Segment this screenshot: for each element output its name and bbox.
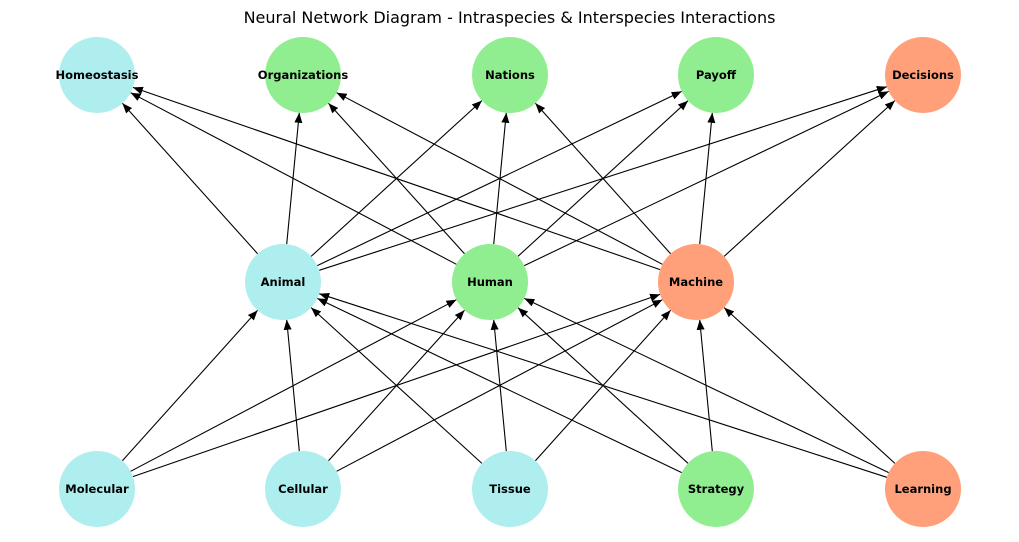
node-homeostasis: Homeostasis [56, 37, 139, 113]
node-circle-tissue [472, 451, 548, 527]
node-circle-strategy [678, 451, 754, 527]
node-label-organizations: Organizations [258, 68, 349, 82]
node-label-learning: Learning [894, 482, 951, 496]
node-decisions: Decisions [885, 37, 961, 113]
node-circle-human [452, 244, 528, 320]
node-circle-decisions [885, 37, 961, 113]
node-cellular: Cellular [265, 451, 341, 527]
edge-molecular-to-animal [121, 309, 259, 462]
edge-strategy-to-animal [317, 297, 682, 474]
edge-machine-to-payoff [699, 112, 716, 245]
node-label-payoff: Payoff [696, 68, 737, 82]
node-label-homeostasis: Homeostasis [56, 68, 139, 82]
edge-machine-to-nations [534, 102, 672, 255]
node-human: Human [452, 244, 528, 320]
node-circle-payoff [678, 37, 754, 113]
edge-machine-to-decisions [723, 100, 896, 257]
node-label-cellular: Cellular [278, 482, 328, 496]
node-strategy: Strategy [678, 451, 754, 527]
node-circle-homeostasis [59, 37, 135, 113]
node-label-human: Human [467, 275, 513, 289]
edge-learning-to-human [524, 297, 889, 474]
node-animal: Animal [245, 244, 321, 320]
node-circle-machine [658, 244, 734, 320]
edge-learning-to-animal [319, 292, 887, 478]
edge-machine-to-homeostasis [132, 86, 661, 271]
edge-tissue-to-animal [310, 307, 483, 464]
edge-machine-to-organizations [336, 92, 663, 265]
node-organizations: Organizations [258, 37, 349, 113]
node-label-machine: Machine [669, 275, 723, 289]
node-circle-molecular [59, 451, 135, 527]
node-label-nations: Nations [485, 68, 535, 82]
node-label-animal: Animal [261, 275, 306, 289]
diagram-title: Neural Network Diagram - Intraspecies & … [243, 8, 776, 27]
node-label-molecular: Molecular [65, 482, 129, 496]
edge-animal-to-homeostasis [121, 102, 259, 255]
node-nations: Nations [472, 37, 548, 113]
edge-human-to-homeostasis [130, 92, 457, 265]
edge-cellular-to-animal [283, 319, 300, 452]
node-machine: Machine [658, 244, 734, 320]
node-circle-animal [245, 244, 321, 320]
edges-layer [121, 85, 896, 478]
node-label-strategy: Strategy [688, 482, 745, 496]
node-circle-nations [472, 37, 548, 113]
node-tissue: Tissue [472, 451, 548, 527]
node-circle-learning [885, 451, 961, 527]
node-payoff: Payoff [678, 37, 754, 113]
node-label-decisions: Decisions [892, 68, 954, 82]
node-circle-cellular [265, 451, 341, 527]
node-label-tissue: Tissue [489, 482, 531, 496]
nodes-layer: Homeostasis Organizations Nations Payoff Dec… [56, 37, 961, 527]
edge-learning-to-machine [723, 307, 896, 464]
node-learning: Learning [885, 451, 961, 527]
node-molecular: Molecular [59, 451, 135, 527]
node-circle-organizations [265, 37, 341, 113]
